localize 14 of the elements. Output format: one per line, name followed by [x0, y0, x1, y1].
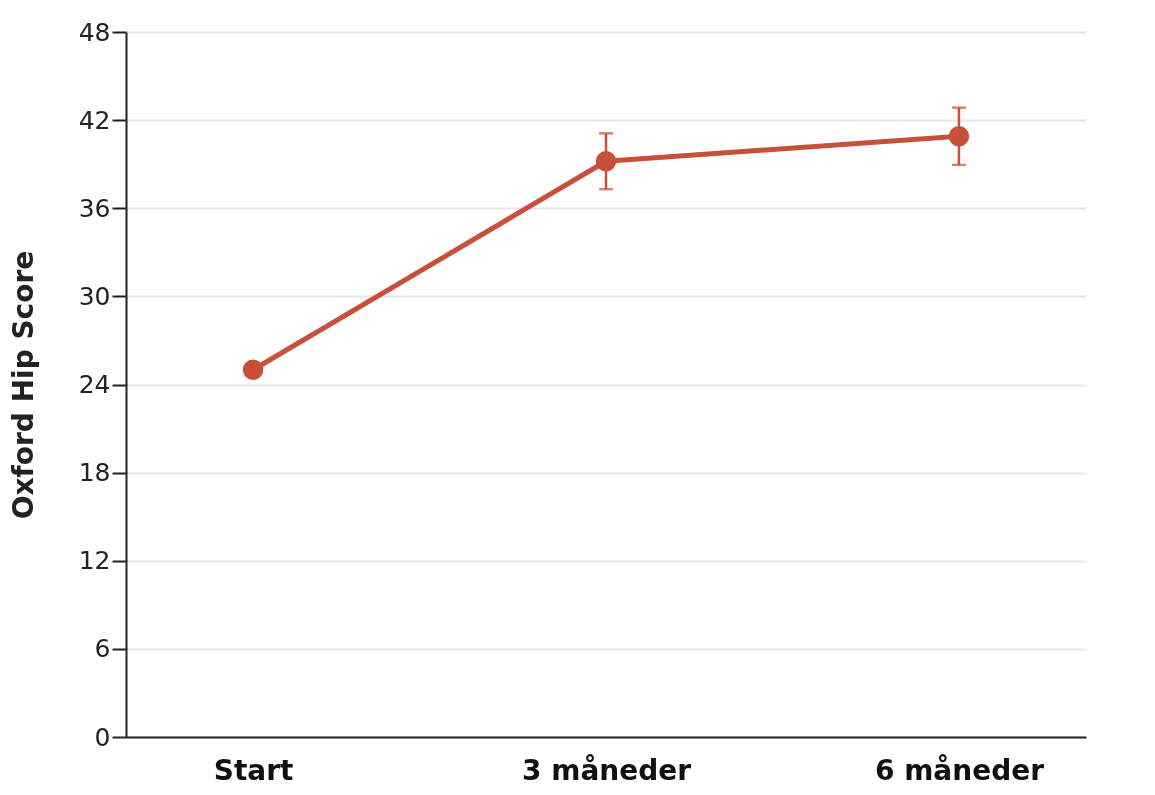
y-tick-label: 36: [78, 193, 111, 223]
x-tick-label: 6 måneder: [874, 753, 1045, 787]
x-tick-label: Start: [213, 753, 294, 787]
point: [242, 359, 264, 381]
y-axis-title: Oxford Hip Score: [6, 250, 40, 520]
y-tick-label: 24: [78, 370, 111, 399]
y-tick-label: 48: [78, 17, 111, 47]
y-tick-label: 6: [94, 634, 111, 664]
y-tick-label: 12: [78, 546, 111, 576]
y-tick-label: 30: [78, 281, 111, 311]
y-tick-label: 42: [78, 105, 111, 135]
y-tick-label: 18: [78, 458, 111, 488]
y-tick-label: 0: [94, 722, 111, 752]
x-tick-label: 3 måneder: [521, 753, 692, 787]
